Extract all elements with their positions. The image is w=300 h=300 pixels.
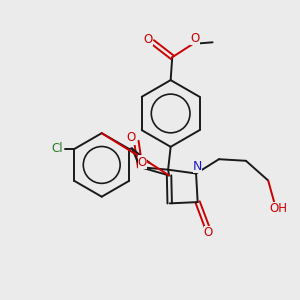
Text: N: N — [193, 160, 202, 173]
Text: OH: OH — [269, 202, 287, 215]
Text: O: O — [204, 226, 213, 239]
Text: O: O — [127, 131, 136, 144]
Text: Cl: Cl — [51, 142, 63, 155]
Text: O: O — [143, 33, 153, 46]
Text: O: O — [190, 32, 200, 45]
Text: O: O — [138, 156, 147, 169]
